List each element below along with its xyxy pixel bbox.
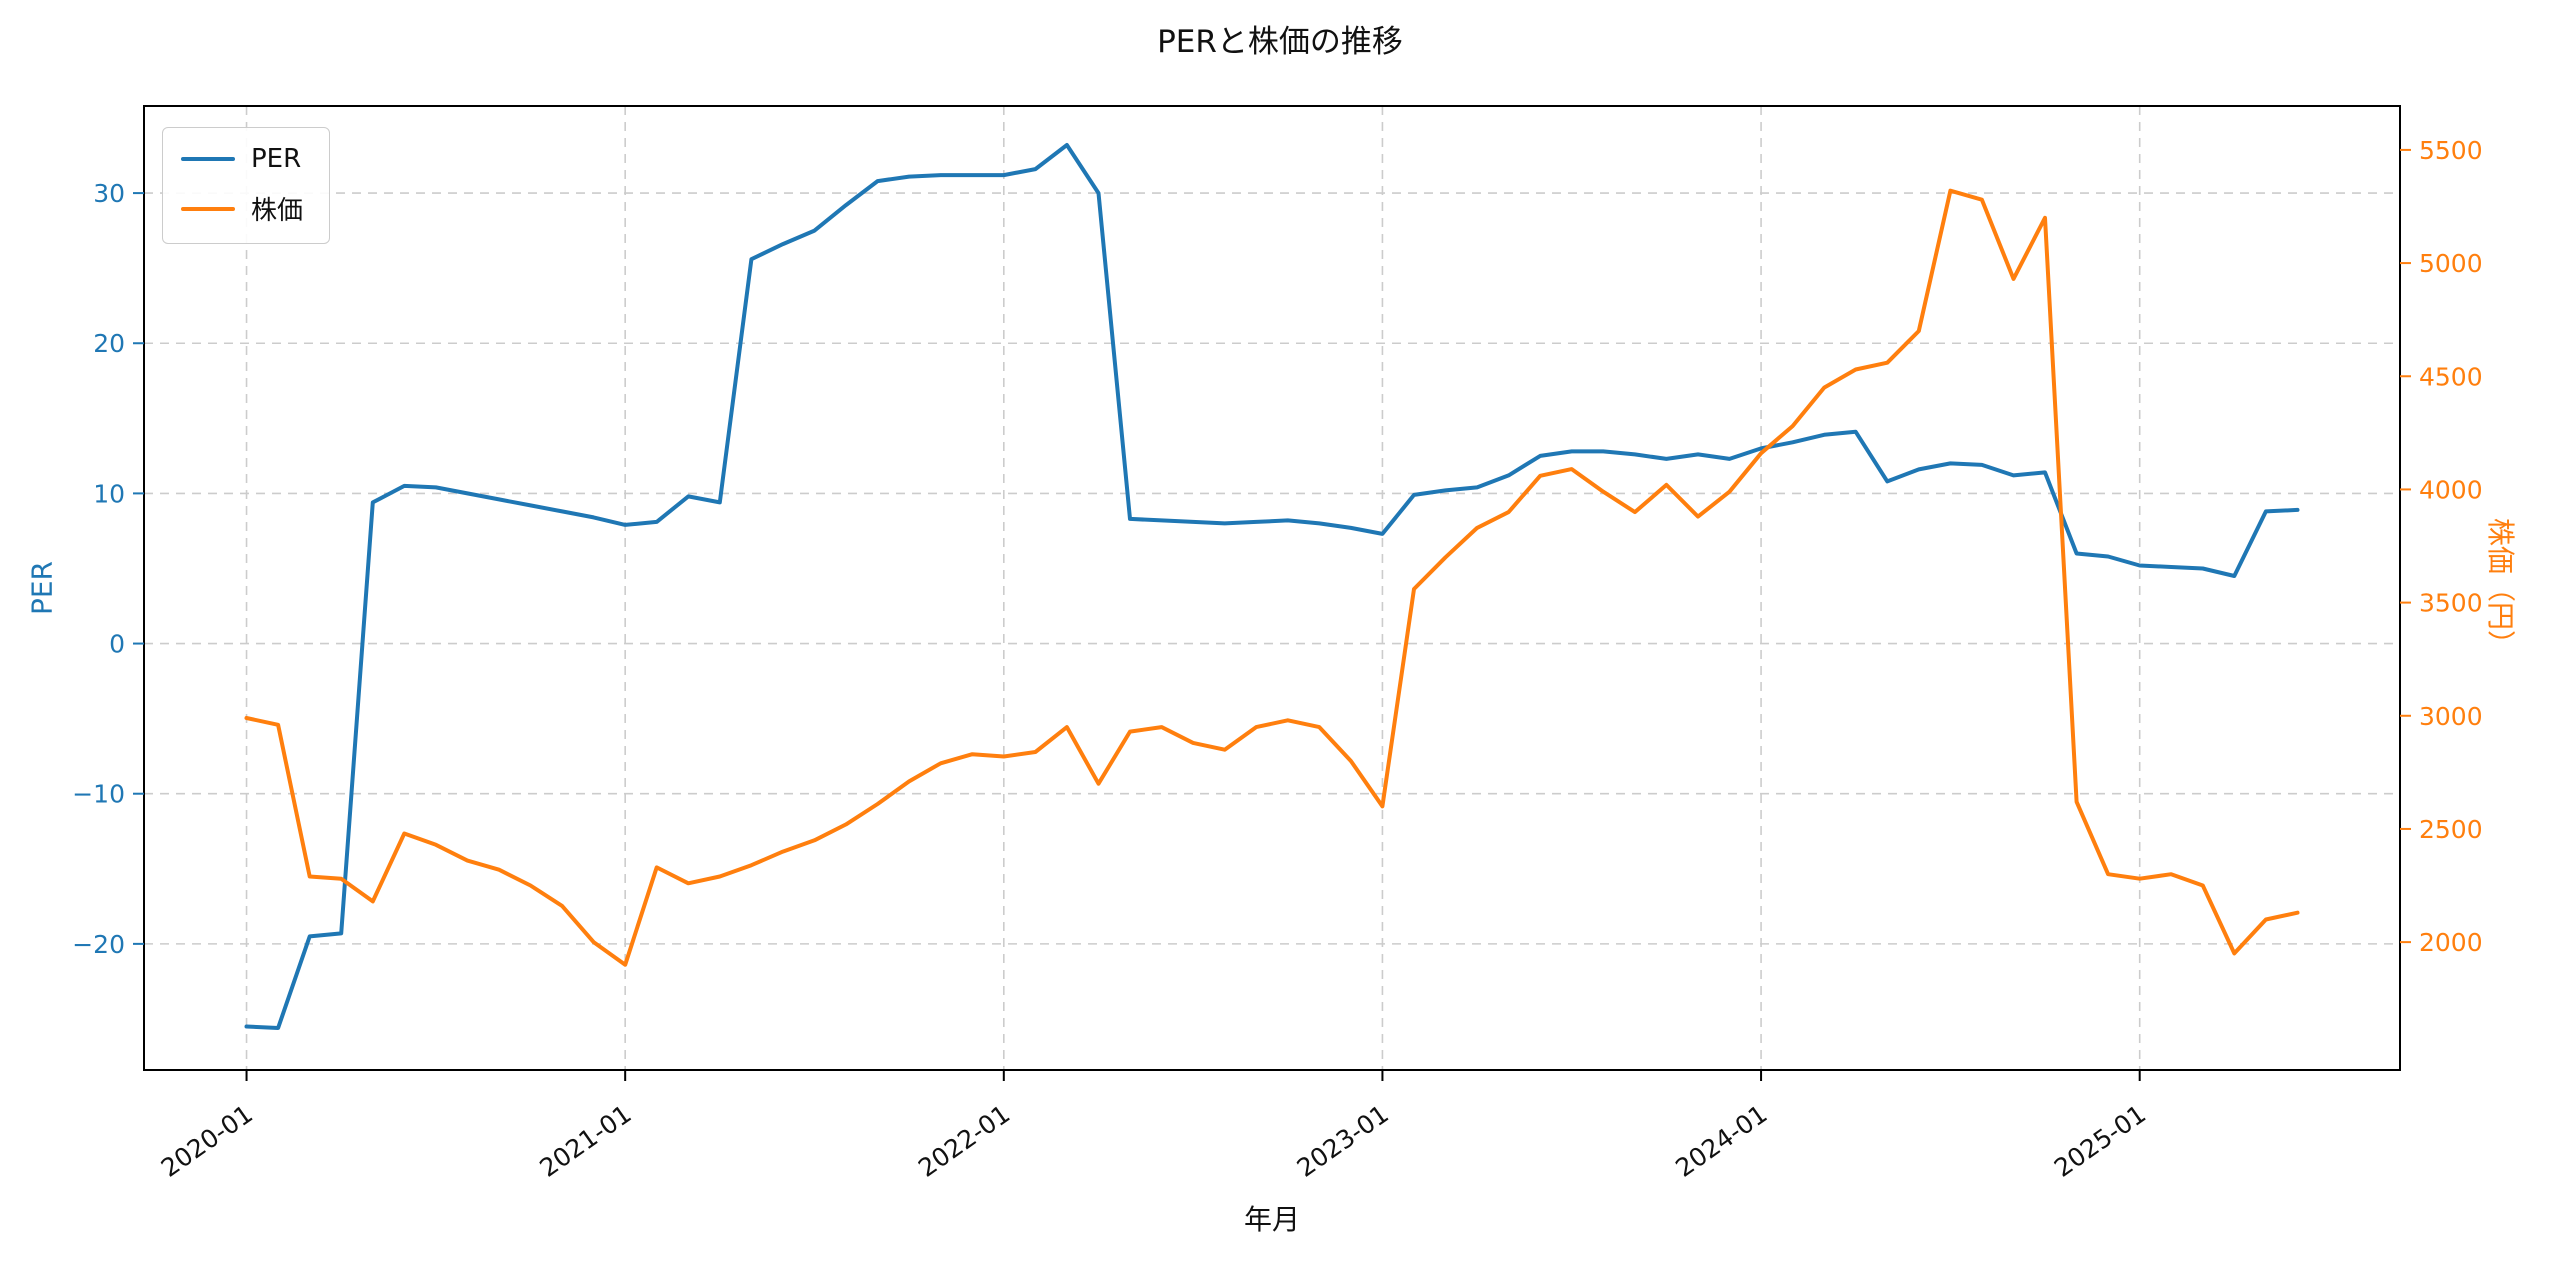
y-left-tick-label: −20 [72,930,125,959]
y-right-tick-label: 2000 [2419,928,2483,957]
y-left-tick-label: 10 [93,479,125,508]
legend: PER 株価 [162,127,331,244]
legend-item-kabuka: 株価 [181,190,303,227]
kabuka-line-sample-icon [181,206,235,211]
x-tick-label: 2022-01 [913,1099,1015,1183]
kabuka-line [244,188,2300,967]
legend-label-per: PER [251,144,302,174]
x-tick-label: 2024-01 [1670,1099,1772,1183]
y-right-tick-label: 5500 [2419,136,2483,165]
y-right-tick-label: 4500 [2419,362,2483,391]
plot-border [143,105,2401,1071]
y-right-tick-label: 3000 [2419,702,2483,731]
y-axis-left-label: PER [25,560,59,616]
legend-item-per: PER [181,144,303,174]
per-line [244,143,2300,1030]
x-tick-label: 2021-01 [534,1099,636,1183]
y-left-tick-label: 20 [93,329,125,358]
x-tick-label: 2020-01 [156,1099,258,1183]
y-left-tick-label: 30 [93,179,125,208]
per-line-sample-icon [181,157,235,161]
x-axis-label: 年月 [1243,1203,1300,1236]
x-tick-label: 2025-01 [2049,1099,2151,1183]
legend-label-kabuka: 株価 [251,196,304,226]
y-right-tick-label: 5000 [2419,249,2483,278]
y-right-tick-label: 3500 [2419,589,2483,618]
y-left-tick-label: −10 [72,780,125,809]
chart-title: PERと株価の推移 [1157,24,1403,60]
y-right-tick-label: 4000 [2419,475,2483,504]
y-axis-right-label: 株価（円） [2484,517,2517,659]
y-left-tick-label: 0 [109,630,125,659]
x-tick-label: 2023-01 [1292,1099,1394,1183]
y-right-tick-label: 2500 [2419,815,2483,844]
